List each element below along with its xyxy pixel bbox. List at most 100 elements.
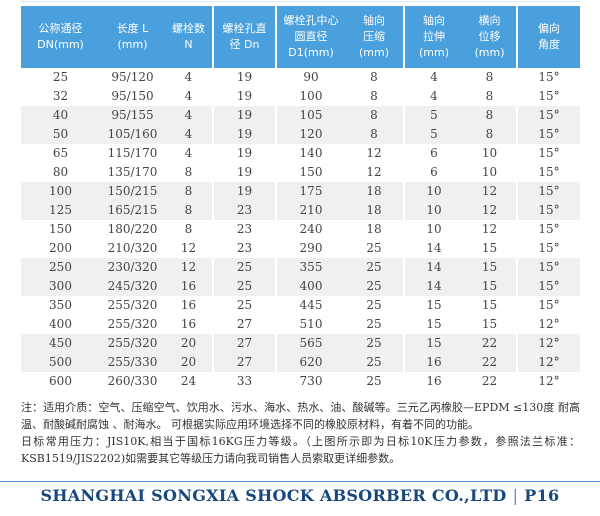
table-cell: 125: [21, 201, 100, 220]
column-header: 偏向 角度: [516, 6, 580, 68]
table-cell: 19: [212, 68, 276, 87]
table-cell: 8: [165, 201, 213, 220]
table-cell: 150: [275, 163, 345, 182]
note-media: 注：适用介质：空气、压缩空气、饮用水、污水、海水、热水、油、酸碱等。三元乙丙橡胶…: [21, 401, 580, 431]
table-cell: 19: [212, 125, 276, 144]
table-cell: 8: [184, 222, 193, 236]
table-row: 150 180/220 8 23 240 18 10 12 15°: [21, 220, 580, 239]
table-cell: 23: [212, 201, 276, 220]
table-cell: 18: [345, 182, 404, 201]
table-cell: 25: [366, 241, 382, 255]
table-cell: 4: [403, 68, 463, 87]
table-cell: 255/330: [100, 353, 165, 372]
table-cell: 25: [366, 317, 382, 331]
table-cell: 255/320: [100, 334, 165, 353]
table-cell: 150: [49, 222, 72, 236]
table-row: 400 255/320 16 27 510 25 15 15 12°: [21, 315, 580, 334]
table-cell: 20: [165, 334, 213, 353]
footer-separator: |: [512, 486, 519, 505]
table-cell: 12: [481, 222, 498, 236]
table-cell: 165/215: [100, 201, 165, 220]
table-cell: 14: [403, 239, 463, 258]
table-cell: 15°: [516, 87, 580, 106]
table-cell: 8: [485, 89, 494, 103]
table-cell: 15°: [516, 296, 580, 315]
table-cell: 15: [463, 258, 517, 277]
table-cell: 8: [463, 106, 517, 125]
table-cell: 8: [485, 70, 494, 84]
table-cell: 210: [275, 201, 345, 220]
table-row: 80 135/170 8 19 150 12 6 10 15°: [21, 163, 580, 182]
table-cell: 5: [403, 125, 463, 144]
table-cell: 27: [212, 334, 276, 353]
table-cell: 15°: [516, 125, 580, 144]
company-name: SHANGHAI SONGXIA SHOCK ABSORBER CO.,LTD: [40, 486, 507, 505]
table-cell: 100: [275, 87, 345, 106]
table-cell: 22: [463, 353, 517, 372]
table-cell: 25: [345, 353, 404, 372]
table-cell: 15: [403, 296, 463, 315]
table-row: 200 210/320 12 23 290 25 14 15 15°: [21, 239, 580, 258]
table-cell: 8: [345, 106, 404, 125]
table-cell: 500: [21, 353, 100, 372]
table-cell: 25: [345, 258, 404, 277]
table-cell: 15°: [516, 258, 580, 277]
table-cell: 8: [463, 125, 517, 144]
table-cell: 25: [345, 334, 404, 353]
table-cell: 175: [275, 182, 345, 201]
table-cell: 445: [275, 296, 345, 315]
table-cell: 16: [180, 317, 197, 331]
table-cell: 4: [184, 146, 193, 160]
table-cell: 10: [481, 146, 498, 160]
table-cell: 5: [403, 106, 463, 125]
table-cell: 15: [481, 317, 498, 331]
table-cell: 565: [275, 334, 345, 353]
table-cell: 19: [212, 182, 276, 201]
table-cell: 19: [212, 163, 276, 182]
column-header: 轴向 压缩 (mm): [345, 6, 404, 68]
table-cell: 450: [21, 334, 100, 353]
table-cell: 16: [403, 353, 463, 372]
table-cell: 25: [212, 296, 276, 315]
table-cell: 4: [403, 87, 463, 106]
table-cell: 400: [49, 317, 72, 331]
table-cell: 14: [403, 258, 463, 277]
table-cell: 8: [370, 89, 378, 103]
table-row: 40 95/155 4 19 105 8 5 8 15°: [21, 106, 580, 125]
table-cell: 260/330: [107, 374, 158, 388]
table-row: 65 115/170 4 19 140 12 6 10 15°: [21, 144, 580, 163]
table-cell: 730: [275, 372, 345, 391]
table-cell: 200: [49, 241, 72, 255]
table-cell: 24: [180, 374, 197, 388]
table-cell: 8: [165, 182, 213, 201]
table-cell: 16: [165, 277, 213, 296]
table-cell: 15°: [516, 106, 580, 125]
column-header: 公称通径 DN(mm): [21, 6, 100, 68]
table-cell: 95/155: [100, 106, 165, 125]
table-cell: 105: [275, 106, 345, 125]
table-cell: 4: [184, 70, 193, 84]
table-cell: 245/320: [100, 277, 165, 296]
table-cell: 10: [403, 182, 463, 201]
table-cell: 10: [403, 220, 463, 239]
table-cell: 18: [366, 222, 382, 236]
table-cell: 19: [212, 87, 276, 106]
table-cell: 23: [212, 239, 276, 258]
table-cell: 105/160: [100, 125, 165, 144]
table-cell: 240: [275, 220, 345, 239]
footer-divider-line: [0, 481, 600, 482]
table-row: 600 260/330 24 33 730 25 16 22 12°: [21, 372, 580, 391]
table-cell: 15: [403, 315, 463, 334]
table-cell: 135/170: [107, 165, 158, 179]
table-cell: 350: [49, 298, 72, 312]
table-cell: 4: [184, 89, 193, 103]
column-header: 螺栓数 N: [165, 6, 213, 68]
table-cell: 19: [212, 144, 276, 163]
table-cell: 22: [481, 374, 498, 388]
table-cell: 50: [21, 125, 100, 144]
table-cell: 19: [212, 106, 276, 125]
table-cell: 80: [52, 165, 69, 179]
table-row: 32 95/150 4 19 100 8 4 8 15°: [21, 87, 580, 106]
table-cell: 250: [21, 258, 100, 277]
table-cell: 22: [463, 334, 517, 353]
